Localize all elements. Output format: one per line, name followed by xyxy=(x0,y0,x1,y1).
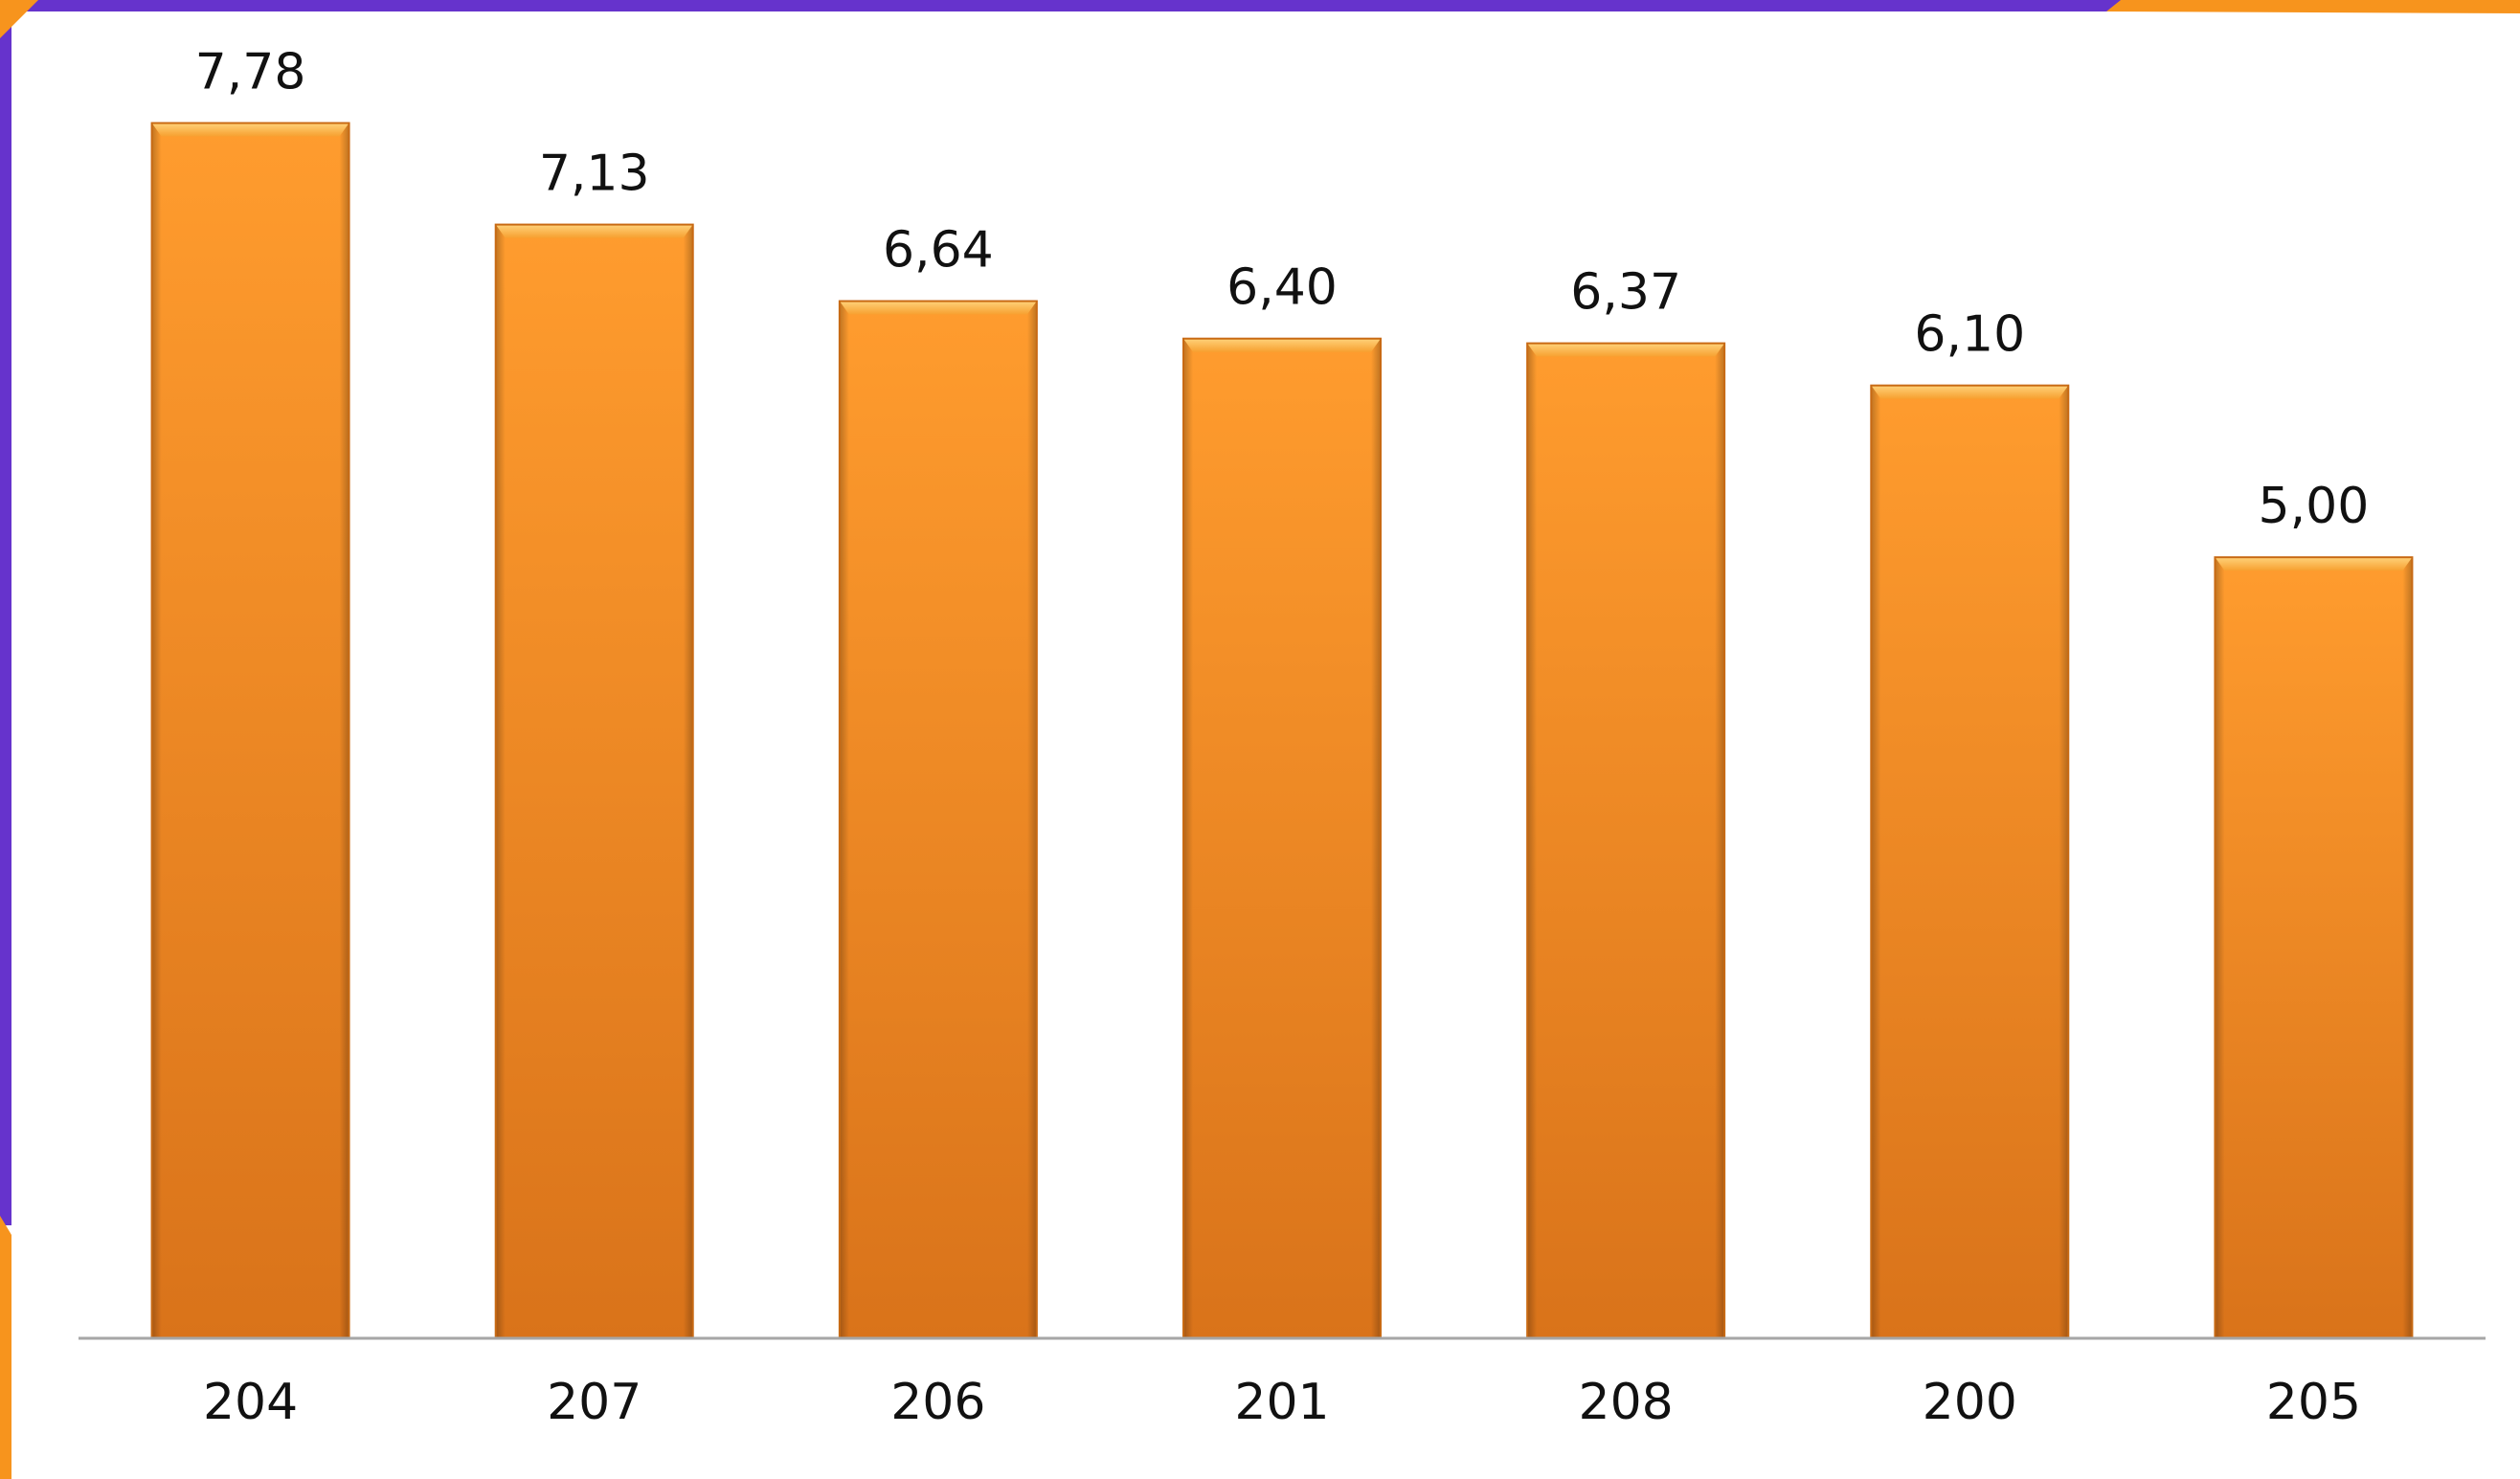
data-label-201: 6,40 xyxy=(1226,259,1338,317)
bar-bevel-top xyxy=(495,224,693,238)
bars-layer xyxy=(150,122,2414,1340)
bar-bevel-right xyxy=(1371,338,1381,1339)
bar-206 xyxy=(838,300,1038,1339)
bar-200 xyxy=(1870,384,2070,1340)
bar-body xyxy=(1871,385,2069,1338)
bar-body xyxy=(839,301,1037,1338)
bar-bevel-left xyxy=(1183,338,1193,1339)
bar-bevel-left xyxy=(495,224,506,1339)
bar-bevel-left xyxy=(1527,343,1538,1339)
x-tick-label-201: 201 xyxy=(1234,1374,1329,1431)
bar-bevel-top xyxy=(1871,385,2069,399)
bar-bevel-left xyxy=(1871,385,1881,1338)
x-tick-label-200: 200 xyxy=(1923,1374,2017,1431)
bar-bevel-left xyxy=(839,301,849,1338)
bar-bevel-top xyxy=(2215,557,2413,571)
bar-208 xyxy=(1526,342,1726,1340)
frame-left-orange xyxy=(0,1216,11,1479)
bar-204 xyxy=(150,122,350,1339)
bar-bevel-left xyxy=(2215,557,2225,1338)
bar-bevel-right xyxy=(1715,343,1725,1339)
bar-body xyxy=(2215,557,2413,1338)
bar-bevel-top xyxy=(839,301,1037,315)
labels-layer: 7,78 204 7,13 207 6,64 206 6,40 201 6,37 208 6,10 2… xyxy=(195,44,2370,1431)
bar-body xyxy=(1183,338,1381,1339)
data-label-207: 7,13 xyxy=(539,146,650,203)
bar-bevel-right xyxy=(339,123,349,1338)
data-label-200: 6,10 xyxy=(1914,306,2025,364)
bar-bevel-top xyxy=(1527,343,1725,357)
frame-top-orange xyxy=(2106,0,2520,13)
data-label-208: 6,37 xyxy=(1570,264,1681,322)
frame-left-purple xyxy=(0,0,11,1225)
bar-bevel-right xyxy=(2402,557,2413,1338)
bar-bevel-right xyxy=(683,224,693,1339)
bar-205 xyxy=(2214,556,2414,1339)
data-label-205: 5,00 xyxy=(2259,478,2370,535)
data-label-204: 7,78 xyxy=(195,44,306,101)
x-tick-label-208: 208 xyxy=(1579,1374,1674,1431)
data-label-206: 6,64 xyxy=(883,222,994,280)
bar-body xyxy=(1527,343,1725,1339)
bar-bevel-right xyxy=(2059,385,2069,1338)
bar-bevel-left xyxy=(151,123,162,1338)
x-tick-label-205: 205 xyxy=(2266,1374,2361,1431)
x-tick-label-207: 207 xyxy=(547,1374,641,1431)
frame-top-purple xyxy=(0,0,2135,11)
frame-corner-orange xyxy=(0,0,38,38)
x-tick-label-204: 204 xyxy=(203,1374,298,1431)
bar-body xyxy=(495,224,693,1339)
x-tick-label-206: 206 xyxy=(890,1374,985,1431)
bar-bevel-top xyxy=(1183,338,1381,352)
bar-bevel-right xyxy=(1026,301,1037,1338)
bar-201 xyxy=(1182,337,1382,1340)
bar-body xyxy=(151,123,349,1338)
bar-207 xyxy=(494,223,694,1340)
bar-bevel-top xyxy=(151,123,349,137)
